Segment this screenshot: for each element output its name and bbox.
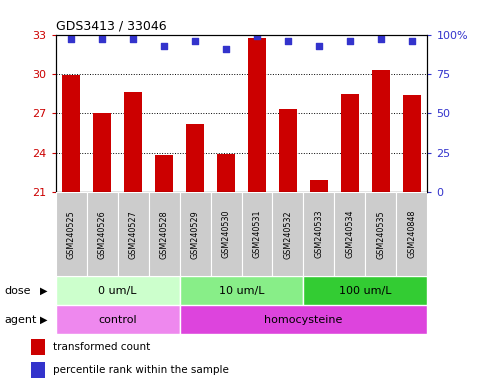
Point — [191, 38, 199, 44]
Bar — [149, 192, 180, 276]
Text: GSM240535: GSM240535 — [376, 210, 385, 258]
Text: homocysteine: homocysteine — [264, 314, 342, 325]
Bar — [211, 192, 242, 276]
Text: GSM240532: GSM240532 — [284, 210, 293, 258]
Bar — [341, 94, 359, 192]
Bar — [303, 192, 334, 276]
Text: dose: dose — [5, 286, 31, 296]
Bar — [372, 70, 390, 192]
Point — [253, 33, 261, 39]
Text: GSM240531: GSM240531 — [253, 210, 261, 258]
Bar — [303, 276, 427, 305]
Bar — [397, 192, 427, 276]
Bar — [180, 305, 427, 334]
Bar — [56, 276, 180, 305]
Bar — [31, 339, 45, 355]
Text: GSM240530: GSM240530 — [222, 210, 230, 258]
Text: GSM240533: GSM240533 — [314, 210, 324, 258]
Bar — [248, 38, 266, 192]
Point — [98, 36, 106, 42]
Bar — [217, 154, 235, 192]
Point — [408, 38, 416, 44]
Bar — [86, 192, 117, 276]
Text: GSM240525: GSM240525 — [67, 210, 75, 258]
Bar — [403, 95, 421, 192]
Text: agent: agent — [5, 314, 37, 325]
Text: 10 um/L: 10 um/L — [219, 286, 264, 296]
Text: ▶: ▶ — [40, 286, 47, 296]
Point — [346, 38, 354, 44]
Text: 0 um/L: 0 um/L — [98, 286, 137, 296]
Text: control: control — [98, 314, 137, 325]
Text: ▶: ▶ — [40, 314, 47, 325]
Point — [222, 46, 230, 52]
Text: GSM240526: GSM240526 — [98, 210, 107, 258]
Text: GSM240848: GSM240848 — [408, 210, 416, 258]
Text: percentile rank within the sample: percentile rank within the sample — [53, 365, 229, 375]
Bar — [186, 124, 204, 192]
Text: transformed count: transformed count — [53, 342, 150, 352]
Text: GDS3413 / 33046: GDS3413 / 33046 — [56, 20, 166, 33]
Point — [284, 38, 292, 44]
Point — [377, 36, 385, 42]
Bar — [117, 192, 149, 276]
Bar — [180, 276, 303, 305]
Bar — [62, 75, 80, 192]
Bar — [93, 113, 112, 192]
Bar — [242, 192, 272, 276]
Point — [129, 36, 137, 42]
Point — [160, 43, 168, 49]
Bar — [279, 109, 297, 192]
Bar — [334, 192, 366, 276]
Bar — [155, 155, 173, 192]
Bar — [310, 180, 328, 192]
Text: GSM240529: GSM240529 — [190, 210, 199, 258]
Point — [67, 36, 75, 42]
Text: GSM240528: GSM240528 — [159, 210, 169, 258]
Bar — [124, 92, 142, 192]
Text: GSM240534: GSM240534 — [345, 210, 355, 258]
Bar — [180, 192, 211, 276]
Point — [315, 43, 323, 49]
Bar — [31, 362, 45, 378]
Bar — [366, 192, 397, 276]
Bar — [56, 305, 180, 334]
Text: 100 um/L: 100 um/L — [339, 286, 392, 296]
Bar — [272, 192, 303, 276]
Text: GSM240527: GSM240527 — [128, 210, 138, 258]
Bar — [56, 192, 86, 276]
